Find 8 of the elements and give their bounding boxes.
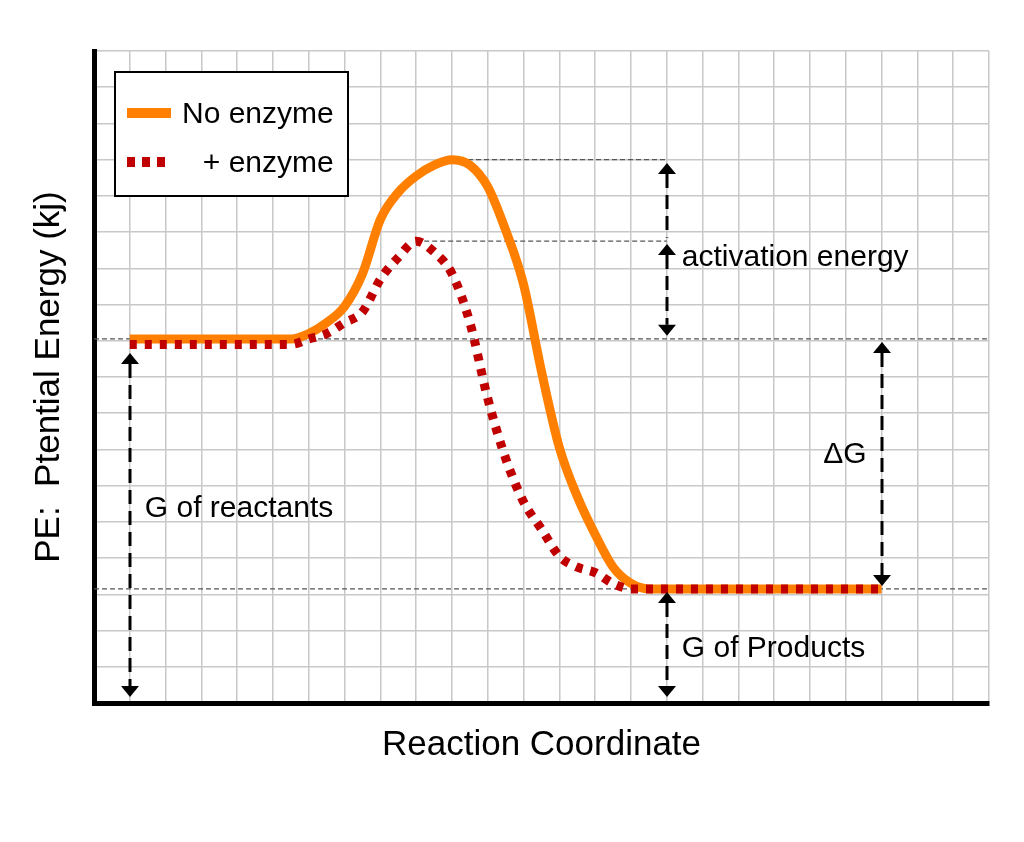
y-axis-title: PE: Ptential Energy (kj) <box>26 191 66 563</box>
x-axis-title: Reaction Coordinate <box>381 722 702 762</box>
annotation: G of reactants <box>144 490 334 524</box>
annotation: G of Products <box>681 630 866 664</box>
annotation: ΔG <box>823 436 867 470</box>
legend-label: + enzyme <box>201 144 334 180</box>
annotation: activation energy <box>681 238 909 272</box>
legend-label: No enzyme <box>182 95 334 131</box>
